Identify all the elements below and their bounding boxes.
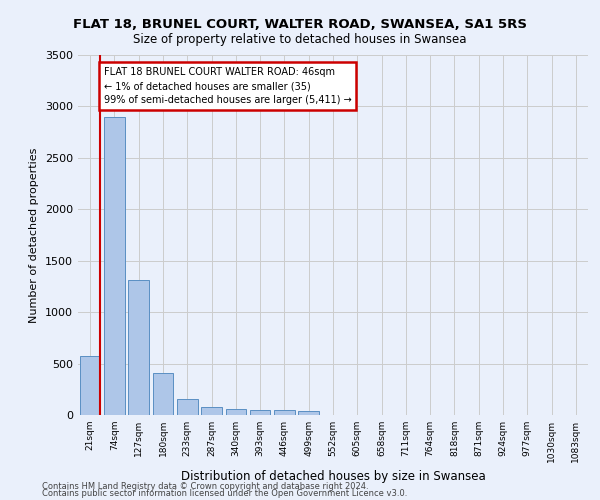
Bar [152, 373, 173, 415]
X-axis label: Distribution of detached houses by size in Swansea: Distribution of detached houses by size … [181, 470, 485, 484]
Text: Contains HM Land Registry data © Crown copyright and database right 2024.: Contains HM Land Registry data © Crown c… [42, 482, 368, 491]
Text: FLAT 18, BRUNEL COURT, WALTER ROAD, SWANSEA, SA1 5RS: FLAT 18, BRUNEL COURT, WALTER ROAD, SWAN… [73, 18, 527, 30]
Text: FLAT 18 BRUNEL COURT WALTER ROAD: 46sqm
← 1% of detached houses are smaller (35): FLAT 18 BRUNEL COURT WALTER ROAD: 46sqm … [104, 68, 351, 106]
Bar [177, 399, 197, 415]
Bar [226, 409, 246, 415]
Text: Size of property relative to detached houses in Swansea: Size of property relative to detached ho… [133, 32, 467, 46]
Bar [201, 407, 222, 415]
Text: Contains public sector information licensed under the Open Government Licence v3: Contains public sector information licen… [42, 489, 407, 498]
Bar [250, 410, 271, 415]
Bar [274, 410, 295, 415]
Bar [128, 280, 149, 415]
Bar [298, 412, 319, 415]
Bar [80, 356, 100, 415]
Bar [104, 116, 125, 415]
Y-axis label: Number of detached properties: Number of detached properties [29, 148, 40, 322]
